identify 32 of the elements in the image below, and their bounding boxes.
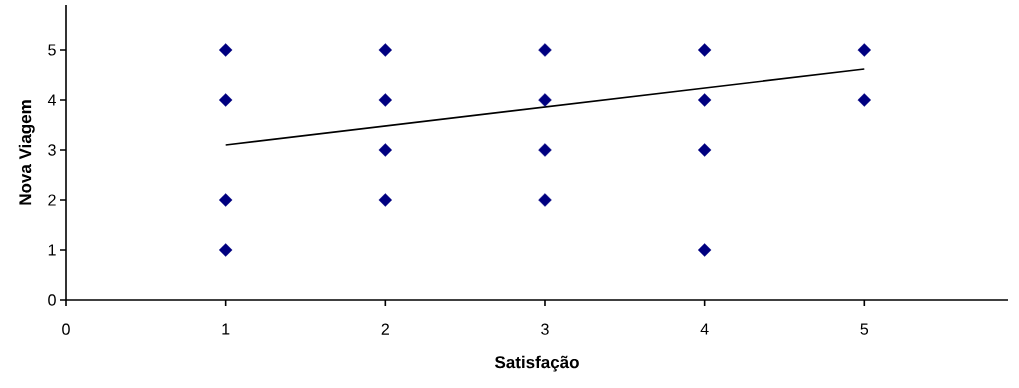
y-tick-label: 0 (48, 294, 56, 306)
point (697, 243, 712, 257)
point (538, 43, 552, 57)
point (697, 43, 712, 57)
point (218, 93, 233, 107)
point (697, 93, 712, 107)
y-axis-title: Nova Viagem (18, 100, 35, 205)
point (857, 43, 872, 57)
x-tick-label: 1 (222, 323, 230, 335)
point (378, 43, 393, 57)
x-axis-title: Satisfação (494, 355, 579, 372)
point (538, 93, 552, 107)
point (218, 243, 233, 257)
x-tick-label: 0 (62, 323, 70, 335)
point (218, 43, 233, 57)
y-tick-label: 2 (48, 194, 56, 206)
y-tick-label: 1 (48, 244, 56, 256)
point (218, 193, 233, 207)
point (378, 143, 393, 157)
x-tick-label: 5 (860, 323, 869, 335)
x-tick-label: 2 (381, 323, 389, 335)
point (378, 193, 393, 207)
point (697, 143, 712, 157)
point (538, 143, 552, 157)
x-tick-label: 4 (700, 323, 709, 335)
point (538, 193, 552, 207)
y-tick-label: 5 (48, 44, 56, 56)
x-tick-label: 3 (541, 323, 549, 335)
point (857, 93, 872, 107)
y-tick-label: 4 (47, 94, 56, 106)
point (378, 93, 393, 107)
y-tick-label: 3 (48, 144, 56, 156)
